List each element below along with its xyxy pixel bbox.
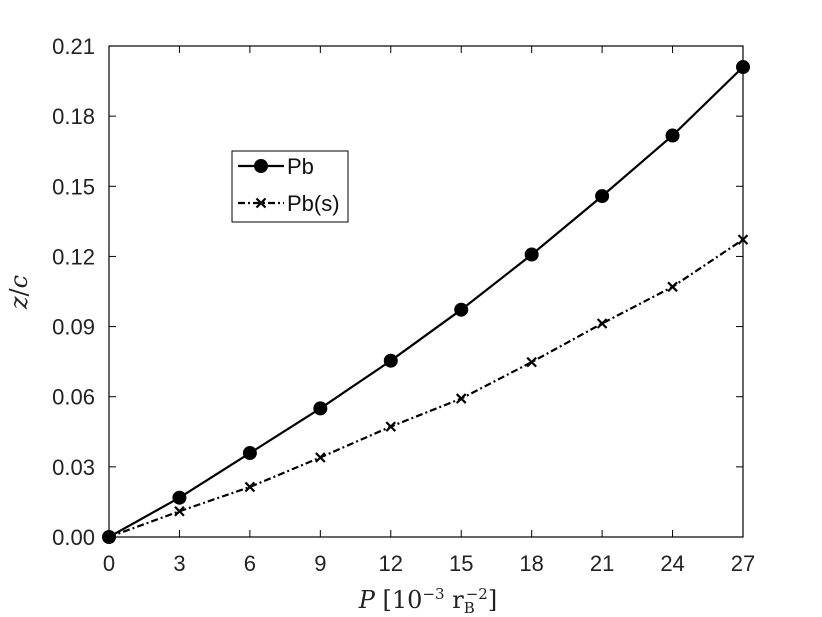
data-point-pb xyxy=(454,302,469,317)
series-line-pb-s xyxy=(108,238,744,539)
y-axis-label: z/c xyxy=(5,275,33,310)
y-tick-label: 0.21 xyxy=(52,34,95,59)
data-point-pb xyxy=(736,60,750,75)
data-point-pb-s xyxy=(385,421,397,432)
data-point-pb-s xyxy=(526,356,537,368)
axes: 0 3 6 9 12 15 18 21 24 27 0.00 0.03 0.06 0.09 0.12 0.15… xyxy=(52,34,755,576)
data-point-pb-s xyxy=(667,281,678,293)
data-point-pb-s xyxy=(244,481,256,493)
legend-entry-pb: Pb xyxy=(238,154,314,179)
x-tick-label: 27 xyxy=(731,551,755,576)
data-point-pb-s xyxy=(174,506,185,517)
legend-marker-pb-s xyxy=(255,197,267,209)
data-point-pb xyxy=(172,490,187,505)
data-point-pb xyxy=(665,128,680,143)
data-point-pb-s xyxy=(596,318,608,329)
x-tick-label: 3 xyxy=(173,551,185,576)
x-tick-label: 12 xyxy=(379,551,403,576)
series-pb xyxy=(102,60,750,544)
legend-box xyxy=(231,150,349,223)
legend-marker-pb xyxy=(254,159,268,173)
plot-area-frame xyxy=(108,45,744,538)
legend-label-pb: Pb xyxy=(287,154,314,179)
y-tick-label: 0.12 xyxy=(52,244,95,269)
data-point-pb xyxy=(242,446,257,461)
legend-entry-pb-s: Pb(s) xyxy=(238,191,340,216)
y-tick-label: 0.18 xyxy=(52,104,95,129)
x-tick-label: 6 xyxy=(244,551,256,576)
data-point-pb xyxy=(383,353,398,368)
x-tick-label: 18 xyxy=(519,551,543,576)
legend: Pb Pb(s) xyxy=(231,150,349,223)
x-axis-label: P [10−3 rB−2] xyxy=(358,585,497,617)
y-tick-label: 0.15 xyxy=(52,174,95,199)
svg-text:P [10−3 rB−2]: P [10−3 rB−2] xyxy=(358,585,497,617)
data-point-pb-s xyxy=(315,452,326,463)
y-tick-label: 0.06 xyxy=(52,385,95,410)
data-point-pb xyxy=(313,401,328,416)
x-tick-label: 15 xyxy=(449,551,473,576)
svg-text:z/c: z/c xyxy=(5,275,33,310)
x-tick-label: 21 xyxy=(590,551,614,576)
y-tick-label: 0.09 xyxy=(52,315,95,340)
x-axis-label-var: P xyxy=(358,586,376,614)
legend-label-pb-s: Pb(s) xyxy=(287,191,340,216)
data-point-pb xyxy=(595,189,610,204)
data-point-pb-s xyxy=(455,393,467,404)
x-tick-label: 24 xyxy=(660,551,684,576)
data-point-pb-s xyxy=(103,531,115,543)
x-tick-label: 9 xyxy=(314,551,326,576)
x-axis-label-exp: −3 xyxy=(422,585,444,603)
series-line-pb xyxy=(108,66,744,538)
series-layer xyxy=(102,60,750,544)
y-tick-label: 0.03 xyxy=(52,455,95,480)
series-pb-s xyxy=(103,234,749,543)
data-point-pb-s xyxy=(737,234,749,245)
data-point-pb xyxy=(524,247,539,262)
y-tick-label: 0.00 xyxy=(52,525,95,550)
x-tick-label: 0 xyxy=(103,551,115,576)
